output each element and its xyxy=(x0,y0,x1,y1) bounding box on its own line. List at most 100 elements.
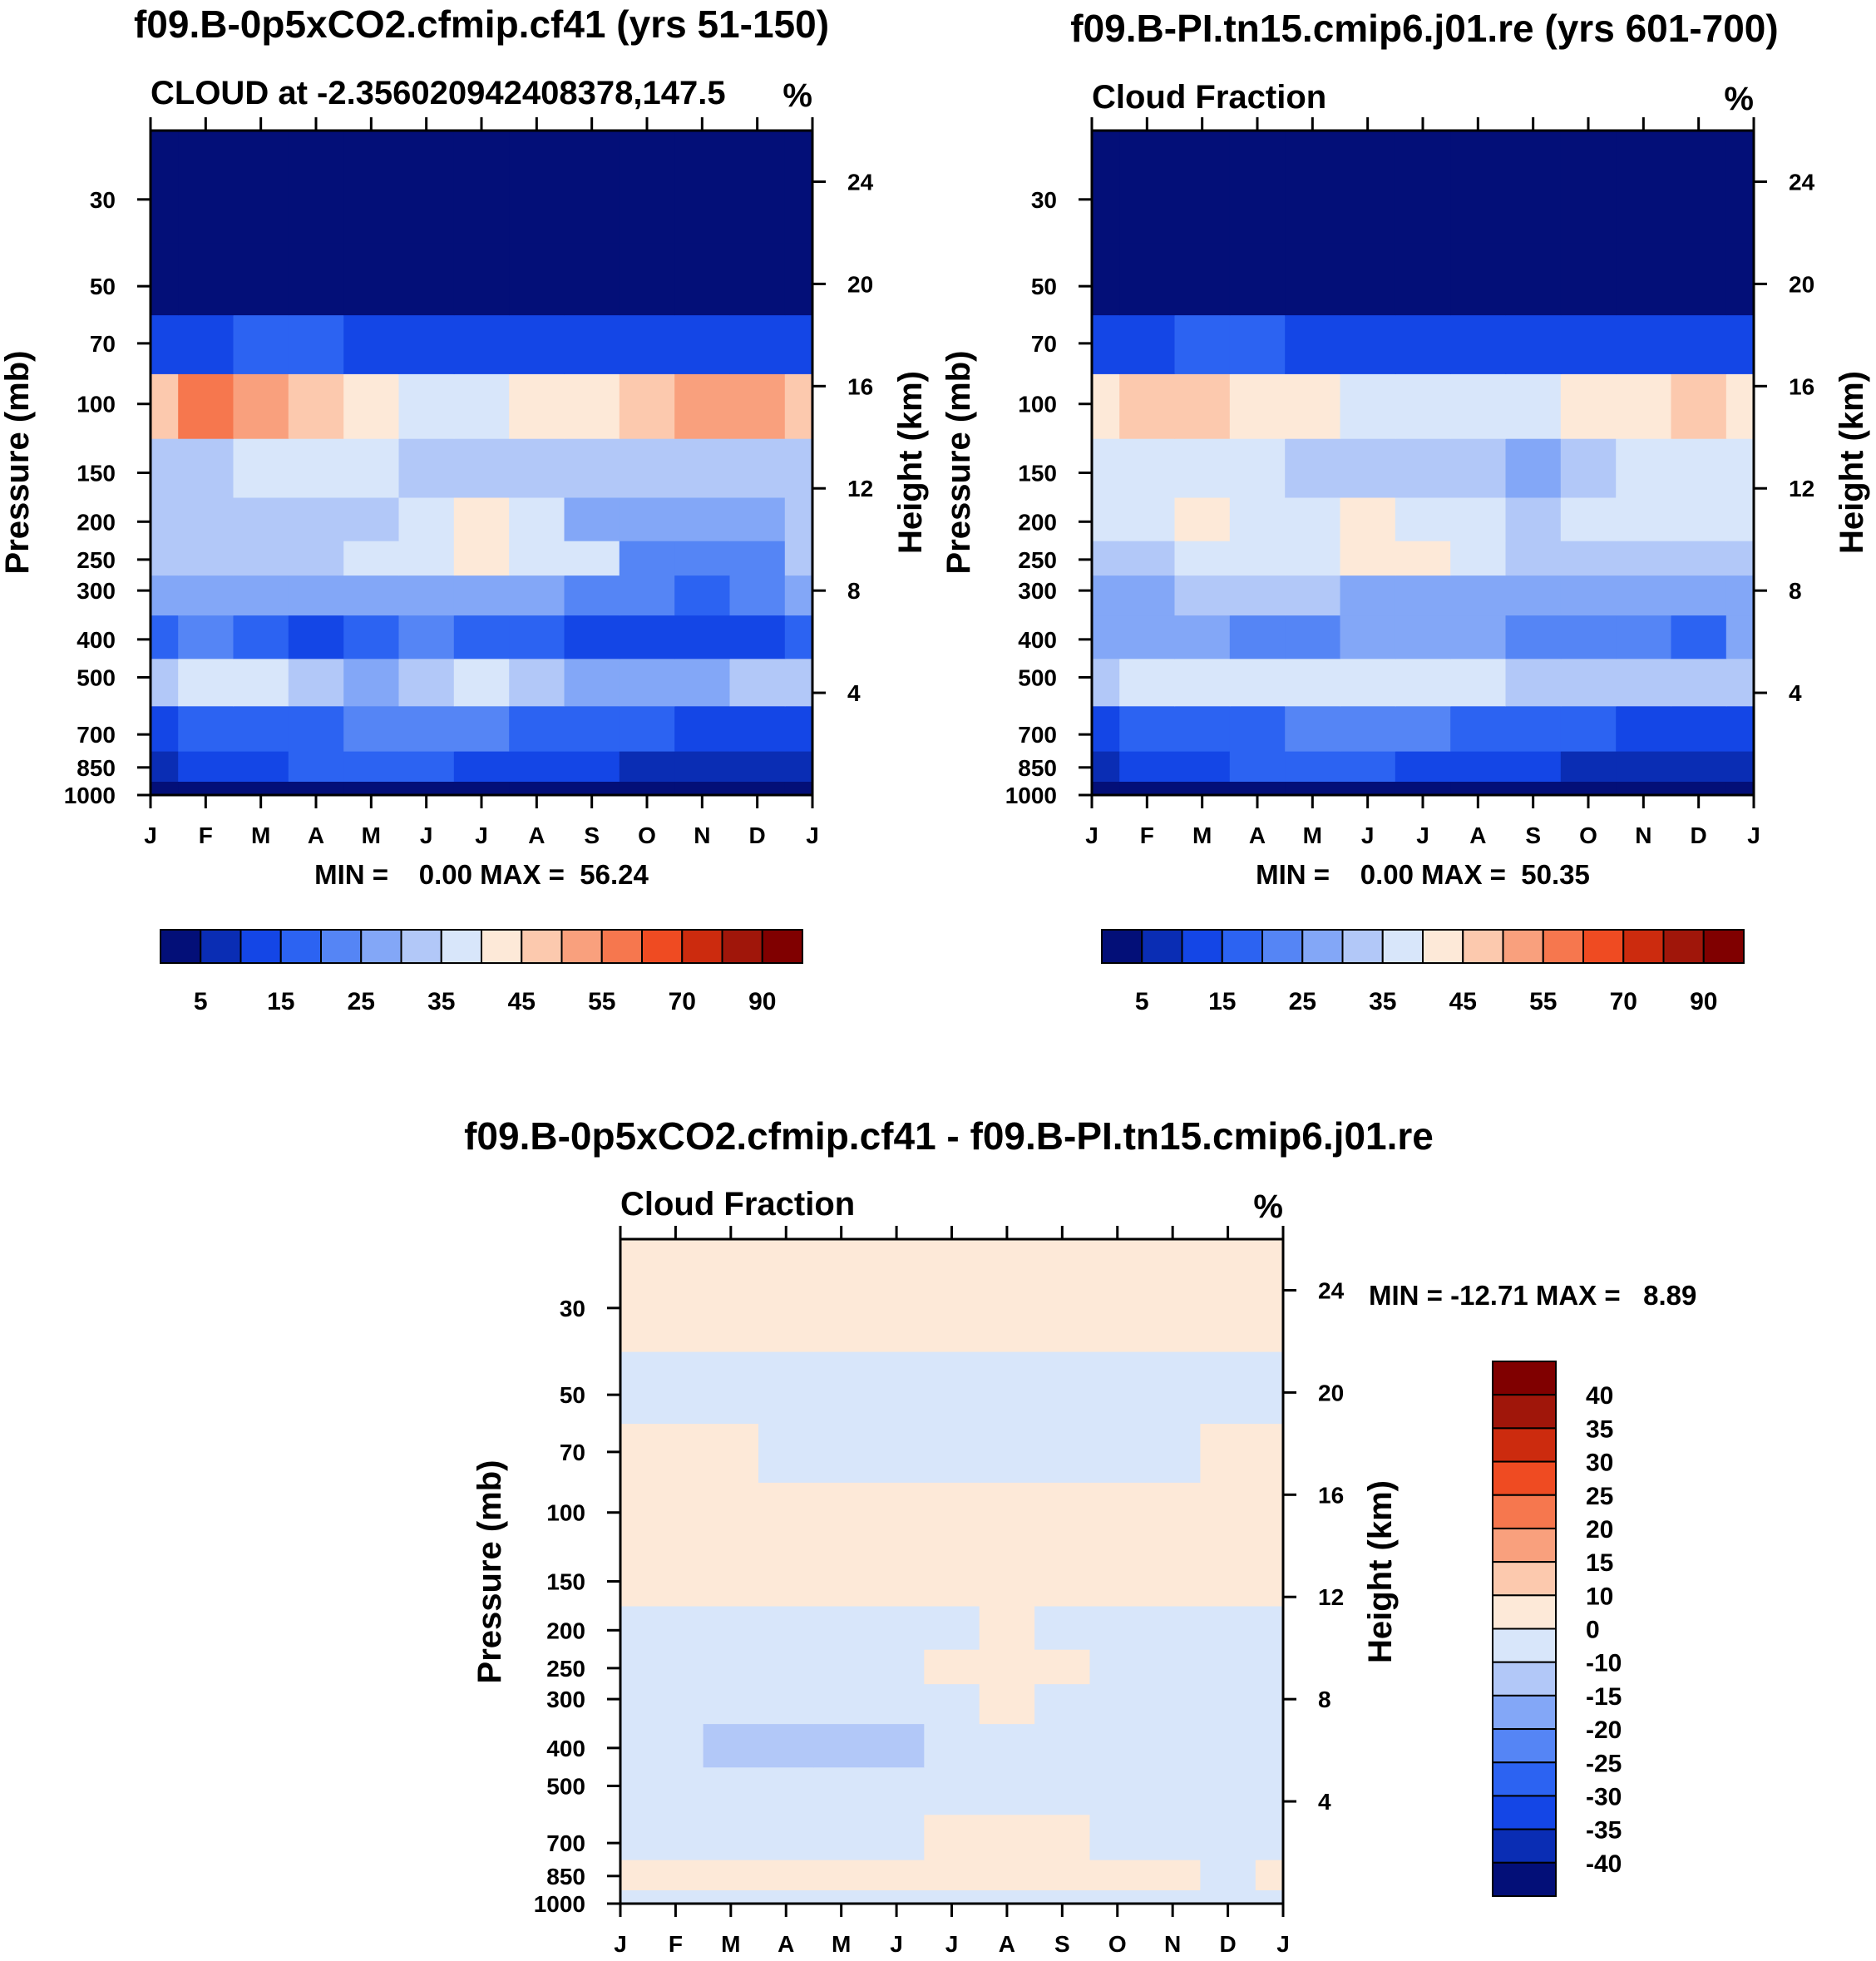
heatmap-cell xyxy=(1671,131,1727,244)
heatmap-cell xyxy=(509,705,565,752)
height-tick-label: 12 xyxy=(1318,1584,1344,1610)
colorbar-box xyxy=(1492,1628,1557,1663)
height-tick-label: 16 xyxy=(1789,373,1814,399)
heatmap-cell xyxy=(758,1239,814,1352)
heatmap-cell xyxy=(1450,615,1507,659)
colorbar-label: -30 xyxy=(1586,1783,1622,1810)
heatmap-cell xyxy=(343,438,400,498)
heatmap-cell xyxy=(1505,575,1562,616)
pressure-tick-label: 70 xyxy=(1031,331,1057,357)
heatmap-cell xyxy=(178,705,234,752)
heatmap-cell xyxy=(620,1547,649,1607)
heatmap-cell xyxy=(288,314,344,374)
heatmap-cell xyxy=(784,314,812,374)
colorbar-box xyxy=(1341,929,1384,964)
pressure-tick-label: 200 xyxy=(77,509,116,535)
heatmap-cell xyxy=(648,1860,704,1890)
x-tick-label: A xyxy=(1469,822,1486,848)
colorbar-box xyxy=(279,929,322,964)
heatmap-cell xyxy=(868,1605,925,1650)
heatmap-cell xyxy=(1340,373,1396,439)
panel2-left-label: Cloud Fraction xyxy=(1092,79,1326,116)
heatmap-cell xyxy=(1092,658,1120,707)
height-tick-label: 24 xyxy=(1318,1277,1345,1303)
heatmap-cell xyxy=(564,541,620,576)
pressure-tick-label: 400 xyxy=(1018,627,1057,653)
heatmap-cell xyxy=(151,373,179,439)
heatmap-cell xyxy=(1725,373,1754,439)
colorbar-box xyxy=(1221,929,1263,964)
heatmap-cell xyxy=(620,1423,649,1483)
heatmap-cell xyxy=(1450,243,1507,316)
heatmap-cell xyxy=(233,658,289,707)
heatmap-cell xyxy=(979,1860,1035,1890)
heatmap-cell xyxy=(1174,751,1231,782)
heatmap-cell xyxy=(178,658,234,707)
colorbar-label: 70 xyxy=(1610,988,1637,1015)
heatmap-cell xyxy=(1089,1814,1146,1860)
panel1-height-axis: 24 20 16 12 8 4 xyxy=(812,169,874,706)
colorbar-box xyxy=(1492,1561,1557,1597)
heatmap-cell xyxy=(1560,751,1617,782)
heatmap-cell xyxy=(1092,615,1120,659)
colorbar-label: 15 xyxy=(267,988,294,1015)
heatmap-cell xyxy=(398,575,455,616)
heatmap-cell xyxy=(178,751,234,782)
heatmap-cell xyxy=(1560,781,1617,795)
heatmap-cell xyxy=(758,1766,814,1815)
heatmap-cell xyxy=(1285,658,1341,707)
heatmap-cell xyxy=(288,373,344,439)
heatmap-cell xyxy=(178,373,234,439)
heatmap-cell xyxy=(784,705,812,752)
panel3-y2label: Height (km) xyxy=(1362,1480,1399,1663)
panel2-title: f09.B-PI.tn15.cmip6.j01.re (yrs 601-700) xyxy=(1070,7,1778,50)
heatmap-cell xyxy=(1229,658,1286,707)
heatmap-cell xyxy=(619,705,675,752)
heatmap-cell xyxy=(1505,615,1562,659)
heatmap-cell xyxy=(758,1814,814,1860)
colorbar-box xyxy=(641,929,684,964)
height-tick-label: 20 xyxy=(847,271,873,297)
heatmap-cell xyxy=(564,781,620,795)
heatmap-cell xyxy=(1174,615,1231,659)
heatmap-cell xyxy=(1229,575,1286,616)
heatmap-cell xyxy=(620,1351,649,1425)
colorbar-box xyxy=(1492,1795,1557,1830)
heatmap-cell xyxy=(619,781,675,795)
panel3-units-label: % xyxy=(1253,1188,1283,1225)
heatmap-cell xyxy=(233,541,289,576)
heatmap-cell xyxy=(784,781,812,795)
heatmap-cell xyxy=(619,314,675,374)
heatmap-cell xyxy=(1229,615,1286,659)
heatmap-cell xyxy=(1560,373,1617,439)
heatmap-cell xyxy=(564,575,620,616)
heatmap-cell xyxy=(703,1889,759,1904)
heatmap-cell xyxy=(1145,1766,1201,1815)
heatmap-cell xyxy=(1560,575,1617,616)
heatmap-cell xyxy=(979,1814,1035,1860)
heatmap-cell xyxy=(784,575,812,616)
colorbar-label: -10 xyxy=(1586,1650,1622,1677)
heatmap-cell xyxy=(619,658,675,707)
heatmap-cell xyxy=(343,705,400,752)
heatmap-cell xyxy=(813,1889,870,1904)
heatmap-cell xyxy=(1092,496,1120,541)
heatmap-cell xyxy=(1395,575,1451,616)
heatmap-cell xyxy=(233,705,289,752)
colorbar-box xyxy=(200,929,242,964)
heatmap-cell xyxy=(648,1649,704,1685)
heatmap-cell xyxy=(1671,541,1727,576)
heatmap-cell xyxy=(1395,496,1451,541)
heatmap-cell xyxy=(1034,1605,1091,1650)
heatmap-cell xyxy=(1395,705,1451,752)
height-tick-label: 20 xyxy=(1318,1380,1344,1405)
colorbar-label: 35 xyxy=(1586,1415,1613,1443)
heatmap-cell xyxy=(288,496,344,541)
heatmap-cell xyxy=(509,314,565,374)
heatmap-cell xyxy=(1089,1547,1146,1607)
height-tick-label: 24 xyxy=(847,169,874,195)
heatmap-cell xyxy=(343,373,400,439)
colorbar-label: -35 xyxy=(1586,1817,1622,1845)
pressure-tick-label: 30 xyxy=(1031,187,1057,213)
